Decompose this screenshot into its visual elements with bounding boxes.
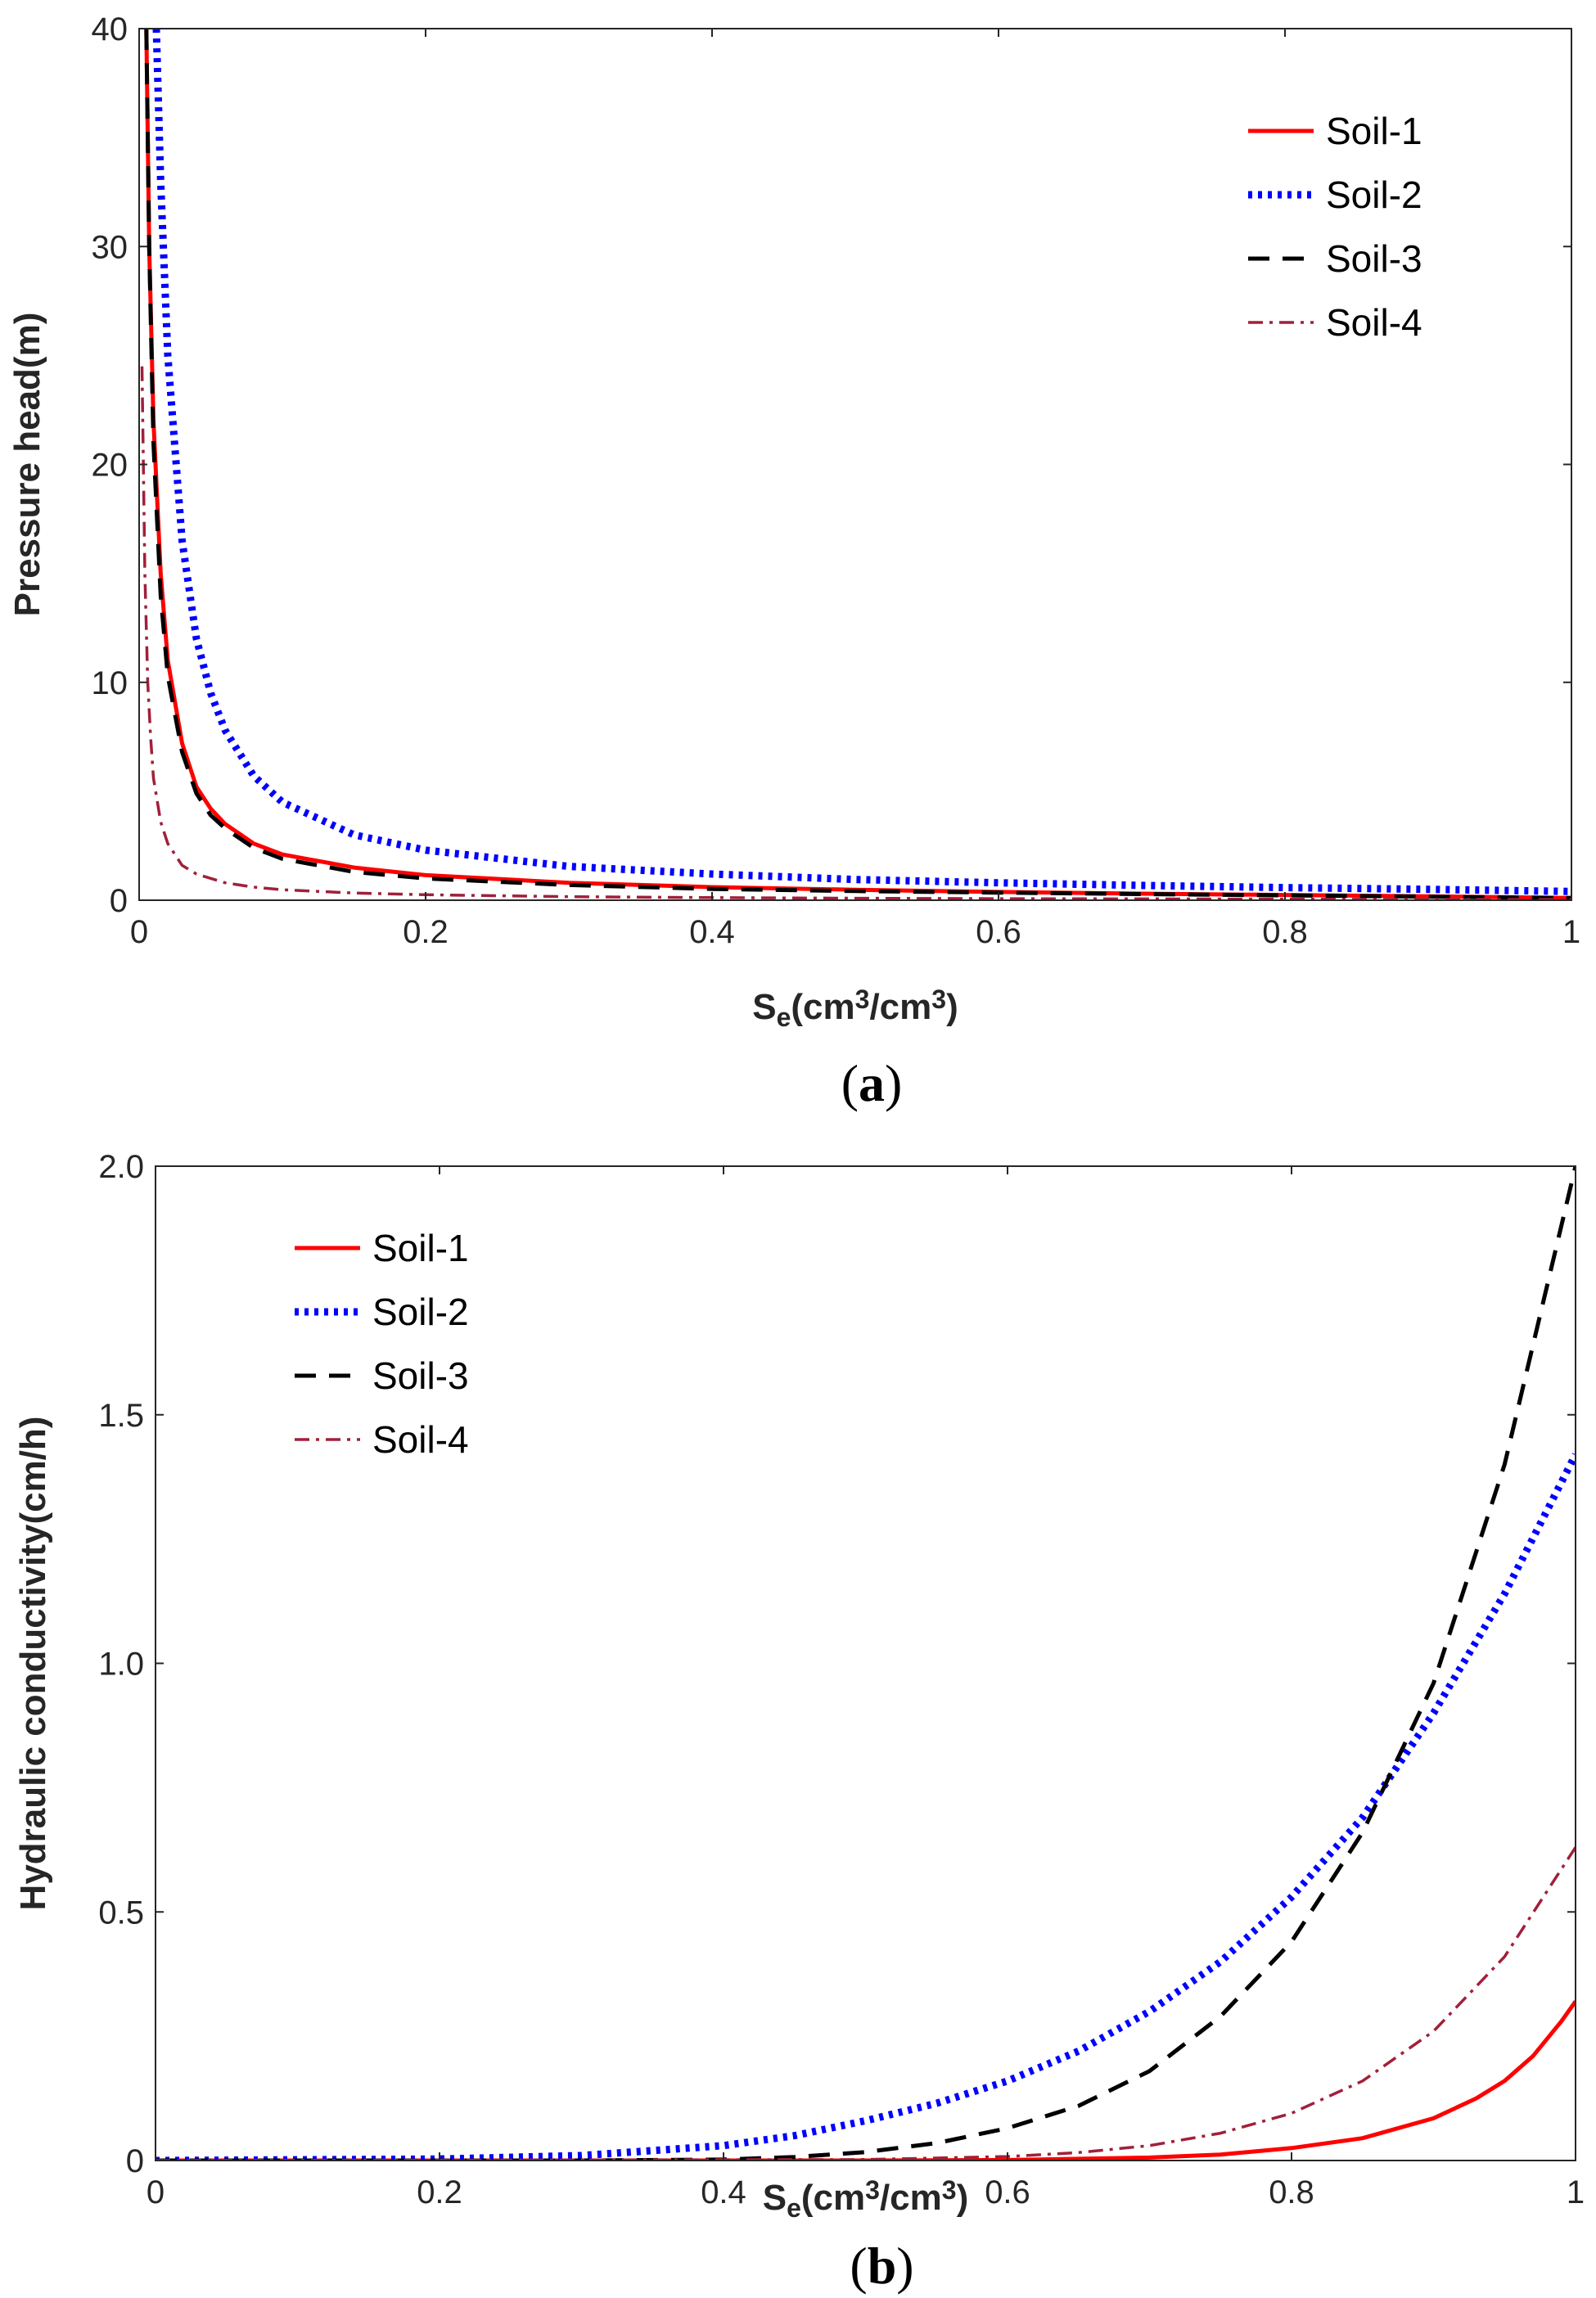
y-tick-label: 1.5 <box>98 1398 144 1434</box>
legend-label: Soil-1 <box>1326 110 1422 152</box>
panel-label: (b) <box>850 2237 913 2295</box>
y-tick-label: 0 <box>110 883 128 919</box>
x-tick-label: 0.4 <box>701 2174 746 2210</box>
y-tick-label: 40 <box>92 11 128 47</box>
y-tick-label: 10 <box>92 665 128 701</box>
x-tick-label: 0.8 <box>1269 2174 1314 2210</box>
legend-label: Soil-3 <box>1326 237 1422 280</box>
panel-b: 0 0.2 0.4 0.6 0.8 1 0 0.5 1.0 1.5 2.0 Se(cm3/cm3) Hy… <box>13 1149 1585 2295</box>
y-tick-label: 20 <box>92 448 128 484</box>
x-tick-label: 0.6 <box>985 2174 1030 2210</box>
panel-a: 0 0.2 0.4 0.6 0.8 1010203040Se(cm3/cm3)Pressu… <box>7 11 1580 1112</box>
x-tick-label: 0.2 <box>403 914 449 950</box>
series-line-soil-4 <box>140 366 1571 900</box>
x-tick-label: 0 <box>147 2174 165 2210</box>
x-axis-label: Se(cm3/cm3) <box>752 985 958 1032</box>
series-line-soil-2 <box>152 29 1571 895</box>
legend: Soil-1 Soil-2 Soil-3 Soil-4 <box>1248 110 1422 344</box>
series-line-soil-4 <box>156 1846 1576 2161</box>
y-tick-label: 2.0 <box>98 1149 144 1185</box>
x-axis-label: Se(cm3/cm3) <box>763 2175 968 2223</box>
y-axis-label: Pressure head(m) <box>7 313 47 617</box>
panel-label: (a) <box>841 1054 903 1112</box>
y-tick-label: 1.0 <box>98 1647 144 1683</box>
plot-frame <box>155 1165 1576 2161</box>
series-line-soil-3 <box>144 29 1571 900</box>
y-tick-label: 30 <box>92 229 128 265</box>
x-tick-label: 0.6 <box>976 914 1021 950</box>
y-tick-label: 0 <box>126 2143 144 2179</box>
x-tick-label: 0.2 <box>417 2174 462 2210</box>
x-tick-label: 0 <box>130 914 148 950</box>
series-line-soil-1 <box>144 29 1571 900</box>
series-line-soil-3 <box>156 1166 1576 2161</box>
x-tick-label: 1 <box>1567 2174 1585 2210</box>
legend-label: Soil-3 <box>372 1354 469 1397</box>
legend-label: Soil-4 <box>1326 301 1422 344</box>
legend-label: Soil-4 <box>372 1418 469 1461</box>
x-tick-label: 1 <box>1562 914 1580 950</box>
legend-label: Soil-1 <box>372 1227 469 1269</box>
plot-frame <box>138 28 1572 901</box>
legend-label: Soil-2 <box>372 1291 469 1333</box>
y-axis-label: Hydraulic conductivity(cm/h) <box>13 1417 53 1911</box>
legend-label: Soil-2 <box>1326 173 1422 216</box>
y-tick-label: 0.5 <box>98 1895 144 1931</box>
series-line-soil-2 <box>156 1453 1576 2161</box>
x-tick-label: 0.4 <box>689 914 735 950</box>
legend: Soil-1 Soil-2 Soil-3 Soil-4 <box>295 1227 469 1461</box>
x-tick-label: 0.8 <box>1262 914 1308 950</box>
